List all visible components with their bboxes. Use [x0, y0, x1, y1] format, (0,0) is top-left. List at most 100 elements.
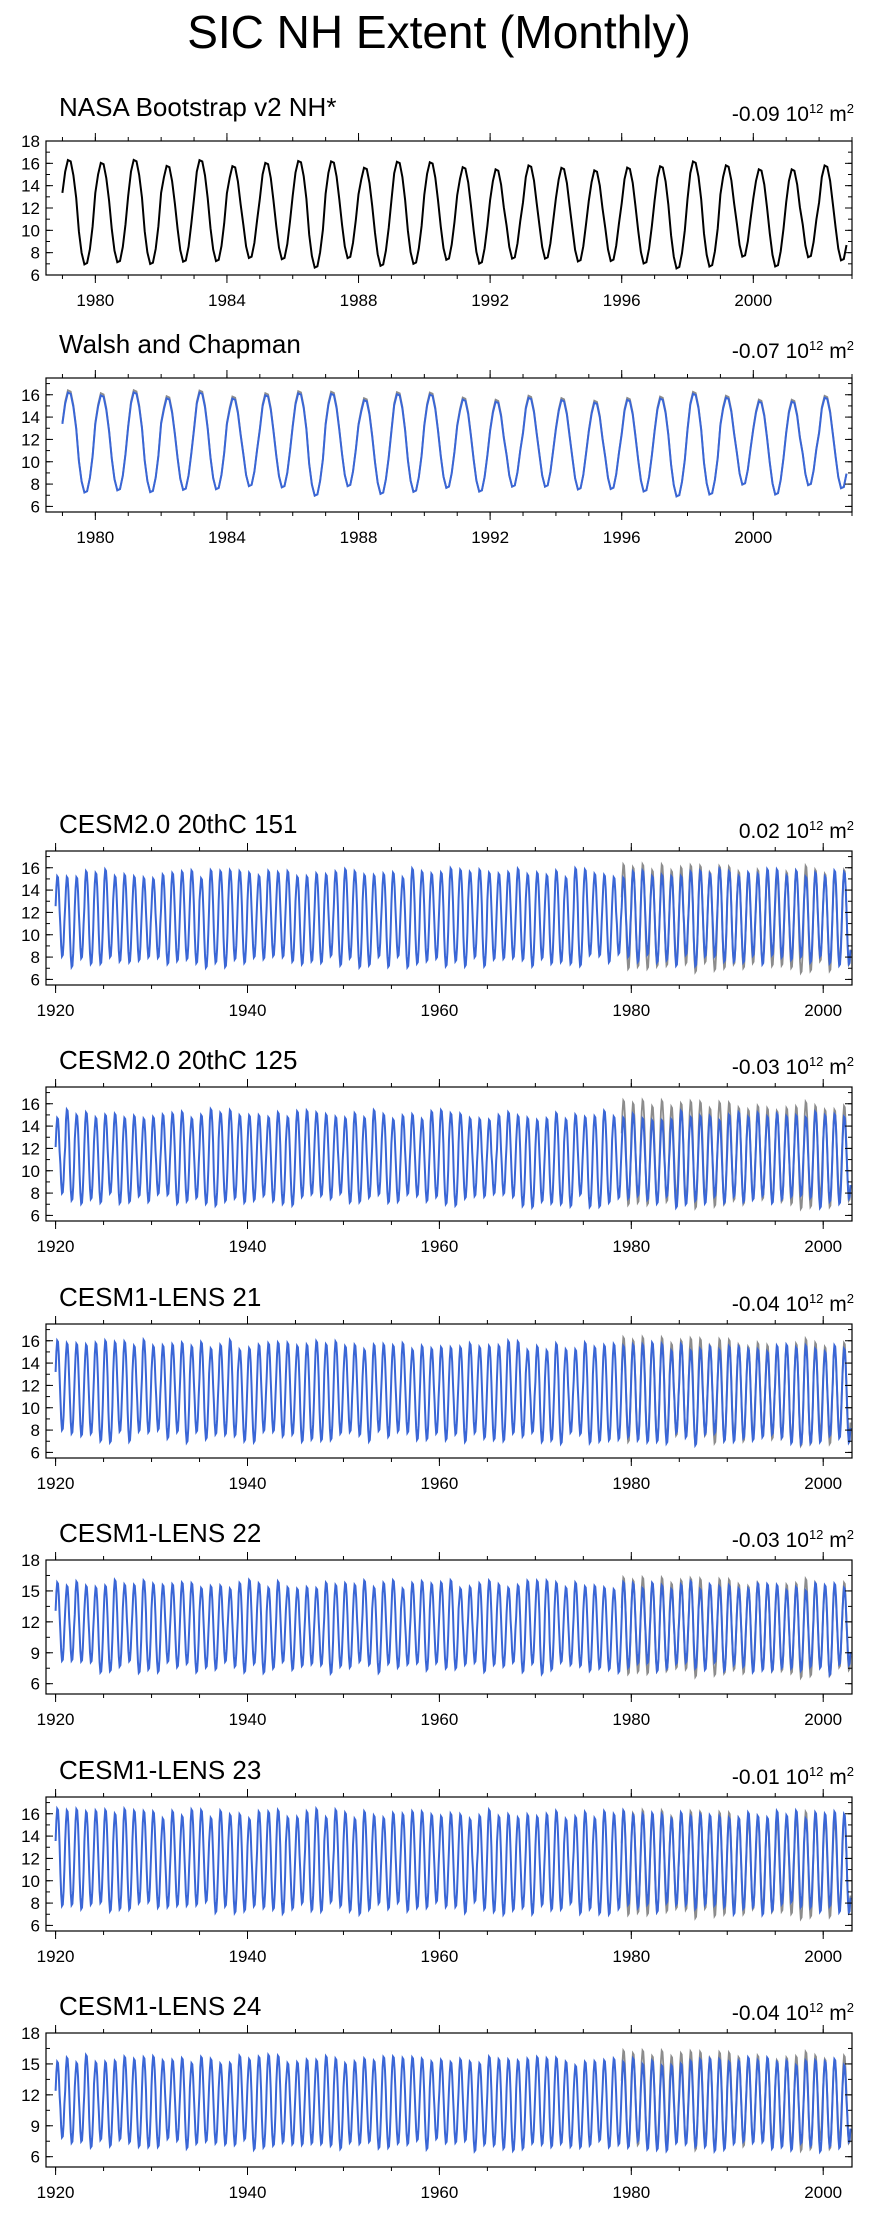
y-tick-label: 6 — [31, 2148, 40, 2167]
trend-label-lens-22: -0.03 1012 m2 — [732, 1527, 854, 1553]
y-tick-label: 6 — [31, 1206, 40, 1225]
panel-title-cesm2-151: CESM2.0 20thC 151 — [59, 809, 298, 839]
x-tick-label: 1960 — [420, 1947, 458, 1966]
x-tick-label: 1980 — [612, 1001, 650, 1020]
x-tick-label: 1984 — [208, 528, 246, 547]
trend-unit: m — [829, 1293, 847, 1316]
plot-frame — [45, 1796, 853, 1932]
x-tick-label: 2000 — [804, 1237, 842, 1256]
y-tick-label: 12 — [21, 903, 40, 922]
series-line — [54, 865, 852, 971]
trend-unit-exp: 12 — [808, 101, 824, 116]
x-tick-label: 1940 — [229, 1474, 267, 1493]
trend-unit-base: 10 — [785, 1766, 809, 1789]
x-tick-label: 1992 — [471, 291, 509, 310]
x-tick-label: 2000 — [804, 1710, 842, 1729]
trend-unit-exp: 12 — [808, 2000, 824, 2015]
x-tick-label: 1988 — [340, 291, 378, 310]
y-tick-label: 8 — [31, 1894, 40, 1913]
y-tick-label: 10 — [21, 1872, 40, 1891]
x-tick-label: 1940 — [229, 1947, 267, 1966]
y-tick-label: 15 — [21, 1582, 40, 1601]
trend-label-cesm2-151: 0.02 1012 m2 — [739, 818, 854, 844]
x-tick-label: 1980 — [612, 2183, 650, 2202]
trend-label-walsh-chapman: -0.07 1012 m2 — [732, 338, 854, 364]
series-group — [54, 1334, 852, 1449]
y-tick-label: 14 — [21, 1827, 40, 1846]
trend-value: -0.07 — [731, 340, 780, 363]
trend-unit-exp: 12 — [808, 1054, 824, 1069]
trend-label-nasa-bootstrap: -0.09 1012 m2 — [732, 101, 854, 127]
series-group — [54, 861, 852, 976]
series-group — [54, 1574, 852, 1681]
trend-unit-exp: 12 — [808, 1527, 824, 1542]
chart-nasa-bootstrap: 6 8 10 12 14 16 18 1980 1984 1988 1992 1996 2000 — [21, 132, 853, 310]
x-tick-label: 1920 — [37, 1237, 75, 1256]
x-tick-label: 1980 — [76, 528, 114, 547]
trend-unit: m — [829, 820, 847, 843]
trend-value: -0.04 — [731, 1293, 780, 1316]
panel-title-nasa-bootstrap: NASA Bootstrap v2 NH* — [59, 92, 337, 122]
trend-unit-base: 10 — [785, 340, 809, 363]
panel-title-cesm2-125: CESM2.0 20thC 125 — [59, 1045, 298, 1075]
x-tick-label: 2000 — [804, 1474, 842, 1493]
y-tick-label: 12 — [21, 1849, 40, 1868]
y-tick-label: 8 — [31, 475, 40, 494]
x-tick-label: 2000 — [734, 291, 772, 310]
y-tick-label: 10 — [21, 926, 40, 945]
y-tick-label: 8 — [31, 1184, 40, 1203]
y-tick-label: 9 — [31, 1644, 40, 1663]
figure-title: SIC NH Extent (Monthly) — [187, 6, 691, 58]
y-tick-label: 6 — [31, 1916, 40, 1935]
x-tick-label: 1920 — [37, 1947, 75, 1966]
trend-label-lens-24: -0.04 1012 m2 — [732, 2000, 854, 2026]
y-tick-label: 14 — [21, 408, 40, 427]
trend-unit: m — [829, 340, 847, 363]
x-tick-label: 2000 — [734, 528, 772, 547]
series-line — [54, 1805, 852, 1918]
x-tick-label: 1980 — [612, 1710, 650, 1729]
x-tick-label: 1996 — [603, 528, 641, 547]
y-tick-label: 12 — [21, 1139, 40, 1158]
y-tick-label: 18 — [21, 2024, 40, 2043]
series-line — [54, 1577, 852, 1678]
trend-value: -0.01 — [731, 1766, 780, 1789]
y-tick-label: 16 — [21, 1805, 40, 1824]
trend-unit-exp: 12 — [808, 338, 824, 353]
y-tick-label: 6 — [31, 970, 40, 989]
y-tick-label: 12 — [21, 1613, 40, 1632]
x-tick-label: 1920 — [37, 1710, 75, 1729]
x-tick-label: 1996 — [603, 291, 641, 310]
x-tick-label: 1984 — [208, 291, 246, 310]
y-tick-label: 14 — [21, 881, 40, 900]
y-tick-label: 16 — [21, 859, 40, 878]
y-tick-label: 12 — [21, 430, 40, 449]
trend-value: -0.09 — [731, 103, 780, 126]
y-tick-label: 15 — [21, 2055, 40, 2074]
y-tick-label: 14 — [21, 177, 40, 196]
series-group — [54, 1097, 852, 1212]
trend-unit-exp: 12 — [808, 1764, 824, 1779]
x-tick-label: 1920 — [37, 1474, 75, 1493]
y-tick-label: 6 — [31, 1675, 40, 1694]
trend-unit-sq: 2 — [846, 2000, 854, 2015]
trend-unit-sq: 2 — [846, 818, 854, 833]
y-tick-label: 10 — [21, 453, 40, 472]
trend-unit-sq: 2 — [846, 1764, 854, 1779]
series-line — [61, 390, 848, 498]
y-tick-label: 16 — [21, 154, 40, 173]
chart-cesm2-151: 6 8 10 12 14 16 1920 1940 1960 1980 2000 — [21, 843, 853, 1020]
trend-unit-sq: 2 — [846, 101, 854, 116]
trend-unit-exp: 12 — [808, 1291, 824, 1306]
chart-lens-21: 6 8 10 12 14 16 1920 1940 1960 1980 2000 — [21, 1316, 853, 1493]
y-tick-label: 8 — [31, 948, 40, 967]
trend-label-lens-21: -0.04 1012 m2 — [732, 1291, 854, 1317]
y-tick-label: 6 — [31, 1443, 40, 1462]
y-tick-label: 16 — [21, 1332, 40, 1351]
trend-value: -0.04 — [731, 2002, 780, 2025]
y-tick-label: 8 — [31, 1421, 40, 1440]
trend-unit-base: 10 — [785, 1529, 809, 1552]
x-tick-label: 1940 — [229, 1001, 267, 1020]
chart-lens-23: 6 8 10 12 14 16 1920 1940 1960 1980 2000 — [21, 1789, 853, 1966]
trend-value: -0.03 — [731, 1529, 780, 1552]
